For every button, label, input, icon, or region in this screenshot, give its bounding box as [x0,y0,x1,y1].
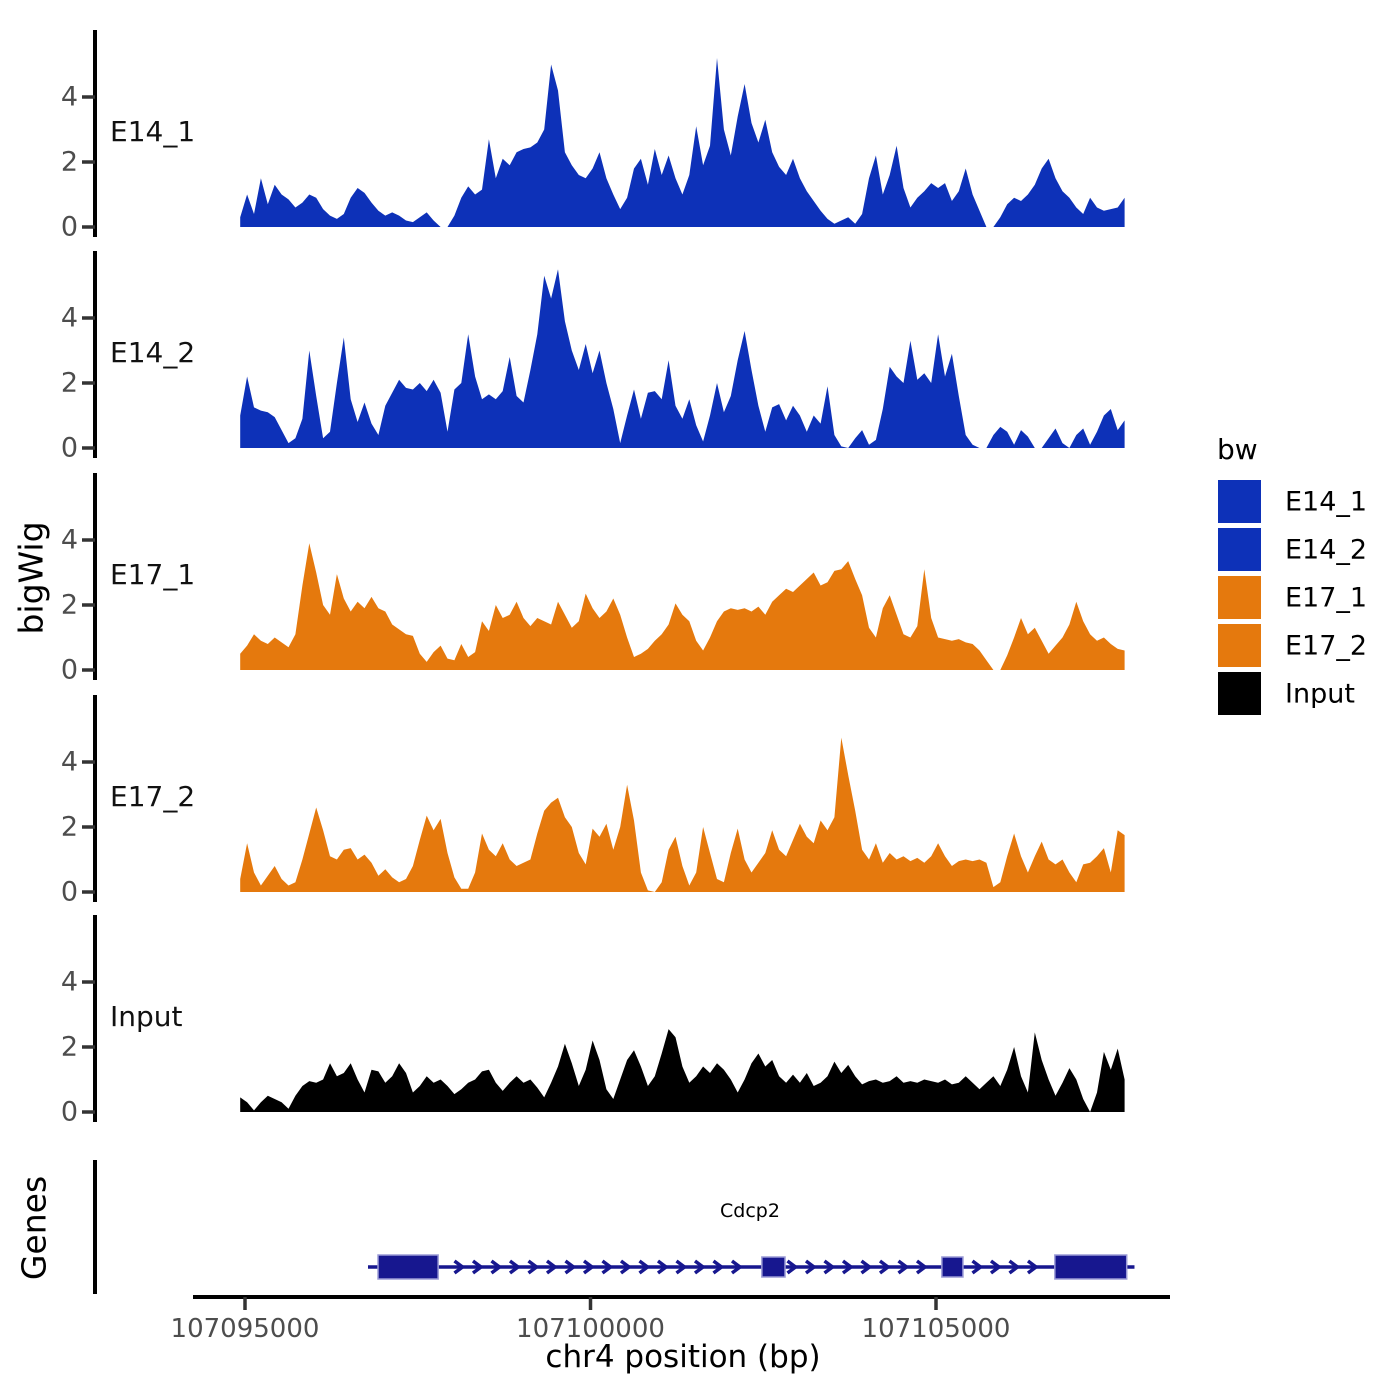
y-tick-label: 4 [60,524,78,556]
exon-box [1054,1254,1128,1280]
legend-label-E14_2: E14_2 [1285,534,1368,566]
strand-arrow-icon [490,1259,503,1275]
legend-title: bw [1217,433,1258,466]
y-tick-label: 0 [60,654,78,686]
strand-arrow-icon [971,1259,984,1275]
y-tick-label: 2 [60,146,78,178]
x-tick-label: 107100000 [516,1314,665,1344]
strand-arrow-icon [804,1259,817,1275]
track-label-E17_1: E17_1 [110,558,196,591]
strand-arrow-icon [823,1259,836,1275]
legend-swatch-E17_2 [1218,624,1261,667]
exon-box [377,1254,439,1280]
strand-arrow-icon [693,1259,706,1275]
strand-arrow-icon [1026,1259,1039,1275]
strand-arrow-icon [915,1259,928,1275]
E17_2-coverage-area [240,737,1125,892]
strand-arrow-icon [564,1259,577,1275]
legend-swatch-E14_2 [1218,528,1261,571]
strand-arrow-icon [712,1259,725,1275]
x-axis-title: chr4 position (bp) [545,1339,821,1375]
track-label-E14_2: E14_2 [110,336,196,369]
legend-swatch-E17_1 [1218,576,1261,619]
y-tick-label: 4 [60,81,78,113]
strand-arrow-icon [453,1259,466,1275]
strand-arrow-icon [619,1259,632,1275]
x-tick-label: 107105000 [861,1314,1011,1344]
y-tick-label: 0 [60,1096,78,1128]
strand-arrow-icon [471,1259,484,1275]
legend-swatch-Input [1218,672,1261,715]
E14_2-coverage-area [240,269,1125,448]
gene-name-label: Cdcp2 [720,1200,780,1222]
exon-box [761,1256,786,1278]
strand-arrow-icon [841,1259,854,1275]
E17_1-coverage-area [240,543,1125,670]
y-tick-label: 0 [60,211,78,243]
genes-axis-title: Genes [14,1175,54,1281]
legend-swatch-E14_1 [1218,480,1261,523]
strand-arrow-icon [675,1259,688,1275]
y-tick-label: 0 [60,432,78,464]
y-tick-label: 2 [60,811,78,843]
strand-arrow-icon [730,1259,743,1275]
strand-arrow-icon [897,1259,910,1275]
strand-arrow-icon [545,1259,558,1275]
strand-arrow-icon [860,1259,873,1275]
track-label-E17_2: E17_2 [110,780,196,813]
y-tick-label: 4 [60,746,78,778]
E14_1-coverage-area [240,58,1125,227]
track-label-E14_1: E14_1 [110,115,196,148]
strand-arrow-icon [527,1259,540,1275]
strand-arrow-icon [989,1259,1002,1275]
y-tick-label: 0 [60,876,78,908]
y-tick-label: 2 [60,1031,78,1063]
strand-arrow-icon [582,1259,595,1275]
strand-arrow-icon [508,1259,521,1275]
y-tick-label: 2 [60,589,78,621]
Input-coverage-area [240,1029,1125,1112]
strand-arrow-icon [638,1259,651,1275]
y-tick-label: 2 [60,367,78,399]
legend-label-E14_1: E14_1 [1285,486,1368,518]
legend-label-E17_1: E17_1 [1285,582,1368,614]
strand-arrow-icon [786,1259,799,1275]
exon-box [941,1256,964,1278]
x-tick-label: 107095000 [170,1314,320,1344]
legend-label-Input: Input [1285,678,1355,710]
strand-arrow-icon [1008,1259,1021,1275]
legend-label-E17_2: E17_2 [1285,630,1368,662]
strand-arrow-icon [601,1259,614,1275]
track-label-Input: Input [110,1000,183,1033]
strand-arrow-icon [656,1259,669,1275]
strand-arrow-icon [878,1259,891,1275]
y-tick-label: 4 [60,302,78,334]
y-tick-label: 4 [60,966,78,998]
